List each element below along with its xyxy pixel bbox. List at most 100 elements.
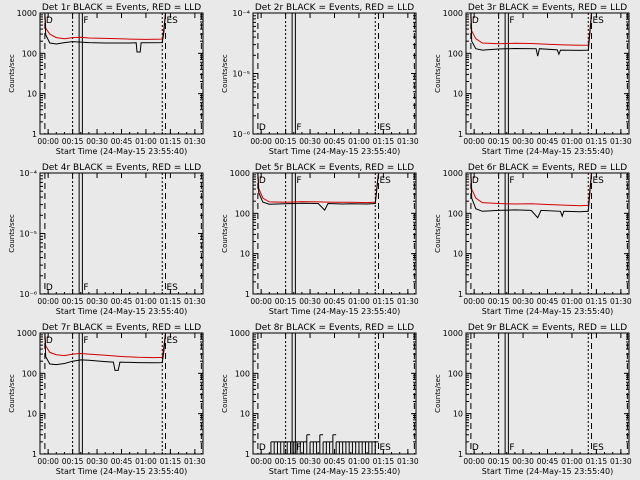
y-tick-label: 1000 [230, 169, 250, 178]
plot-frame [252, 172, 417, 295]
y-tick-label: 100 [448, 49, 463, 58]
x-tick-label: 00:00 [463, 457, 485, 466]
x-tick-label: 01:30 [397, 137, 419, 146]
x-tick-label: 00:45 [111, 457, 133, 466]
series-lld [470, 172, 592, 207]
y-tick-label: 100 [235, 209, 250, 218]
y-tick-label: 10 [240, 410, 250, 419]
x-tick-label: 00:45 [111, 137, 133, 146]
marker-label-f: F [509, 443, 514, 453]
marker-label-d: D [46, 336, 53, 346]
panel-det-7: Det 7r BLACK = Events, RED = LLD 1 10 100 10… [8, 323, 206, 476]
series-events [44, 332, 166, 371]
y-tick-label: 1000 [17, 9, 37, 18]
x-tick-label: 01:30 [184, 297, 206, 306]
panel-title: Det 3r BLACK = Events, RED = LLD [468, 3, 627, 13]
x-tick-label: 01:15 [373, 297, 395, 306]
marker-label-f: F [83, 16, 88, 26]
x-tick-label: 01:00 [348, 457, 370, 466]
marker-label-f: F [83, 336, 88, 346]
marker-label-f: F [509, 16, 514, 26]
marker-label-d: D [259, 176, 266, 186]
marker-label-es: ES [380, 123, 392, 133]
x-tick-label: 00:30 [86, 297, 108, 306]
panel-det-1: Det 1r BLACK = Events, RED = LLD 1 10 100 10… [8, 3, 206, 156]
x-tick-label: 00:30 [512, 457, 534, 466]
x-tick-label: 00:00 [250, 137, 272, 146]
plot-frame [465, 172, 630, 295]
marker-label-es: ES [167, 336, 179, 346]
panel-det-8: Det 8r BLACK = Events, RED = LLD 1 10 100 10… [221, 323, 419, 476]
x-tick-label: 00:45 [324, 297, 346, 306]
x-tick-label: 00:00 [463, 137, 485, 146]
x-tick-label: 01:00 [561, 137, 583, 146]
x-tick-label: 00:15 [488, 297, 510, 306]
y-tick-label: 1 [458, 130, 463, 139]
x-tick-label: 00:15 [62, 457, 84, 466]
y-tick-label: 10⁻⁴ [19, 169, 37, 178]
x-tick-label: 00:00 [250, 457, 272, 466]
plot-frame [465, 332, 630, 455]
marker-label-es: ES [380, 443, 392, 453]
series-events [257, 172, 379, 211]
x-tick-label: 01:00 [561, 297, 583, 306]
y-tick-label: 10 [453, 410, 463, 419]
x-tick-label: 01:30 [397, 297, 419, 306]
x-tick-label: 00:00 [250, 297, 272, 306]
panel-title: Det 8r BLACK = Events, RED = LLD [255, 323, 414, 333]
y-tick-label: 10⁻⁶ [19, 290, 37, 299]
x-tick-label: 00:00 [37, 457, 59, 466]
y-axis-label: Counts/sec [434, 214, 442, 253]
x-tick-label: 00:45 [537, 297, 559, 306]
x-tick-label: 00:30 [86, 457, 108, 466]
x-tick-label: 01:30 [610, 137, 632, 146]
y-tick-label: 10⁻⁴ [232, 9, 250, 18]
marker-label-d: D [259, 123, 266, 133]
x-tick-label: 01:15 [586, 137, 608, 146]
marker-label-d: D [472, 176, 479, 186]
panel-det-2: Det 2r BLACK = Events, RED = LLD 10⁻⁶ 10⁻⁵… [221, 3, 419, 156]
x-tick-label: 01:15 [586, 457, 608, 466]
x-axis-label: Start Time (24-May-15 23:55:40) [269, 147, 400, 156]
x-tick-label: 01:30 [610, 297, 632, 306]
plot-frame [39, 332, 204, 455]
x-tick-label: 01:00 [348, 297, 370, 306]
y-tick-label: 1000 [17, 329, 37, 338]
marker-label-es: ES [593, 443, 605, 453]
marker-label-es: ES [593, 16, 605, 26]
marker-label-d: D [472, 16, 479, 26]
x-tick-label: 01:30 [397, 457, 419, 466]
marker-label-d: D [259, 443, 266, 453]
x-tick-label: 01:30 [184, 137, 206, 146]
x-tick-label: 00:30 [299, 137, 321, 146]
x-axis-label: Start Time (24-May-15 23:55:40) [482, 467, 613, 476]
x-tick-label: 01:15 [373, 137, 395, 146]
x-tick-label: 00:15 [62, 297, 84, 306]
panel-title: Det 7r BLACK = Events, RED = LLD [42, 323, 201, 333]
y-tick-label: 1000 [230, 329, 250, 338]
x-tick-label: 00:30 [299, 457, 321, 466]
x-axis-label: Start Time (24-May-15 23:55:40) [56, 467, 187, 476]
x-tick-label: 00:30 [512, 297, 534, 306]
marker-label-d: D [46, 16, 53, 26]
marker-label-f: F [509, 176, 514, 186]
series-lld [257, 172, 379, 204]
y-tick-label: 10 [27, 410, 37, 419]
x-tick-label: 00:15 [275, 457, 297, 466]
x-axis-label: Start Time (24-May-15 23:55:40) [482, 147, 613, 156]
marker-label-f: F [83, 283, 88, 293]
x-tick-label: 00:00 [37, 297, 59, 306]
y-tick-label: 10 [240, 250, 250, 259]
panel-det-5: Det 5r BLACK = Events, RED = LLD 1 10 100 10… [221, 163, 419, 316]
panel-det-9: Det 9r BLACK = Events, RED = LLD 1 10 100 10… [434, 323, 632, 476]
y-tick-label: 100 [235, 369, 250, 378]
x-tick-label: 00:15 [488, 137, 510, 146]
y-tick-label: 1000 [443, 169, 463, 178]
y-axis-label: Counts/sec [8, 374, 16, 413]
marker-label-f: F [296, 443, 301, 453]
x-tick-label: 00:30 [86, 137, 108, 146]
panel-det-4: Det 4r BLACK = Events, RED = LLD 10⁻⁶ 10⁻⁵… [8, 163, 206, 316]
x-tick-label: 01:00 [348, 137, 370, 146]
panel-title: Det 2r BLACK = Events, RED = LLD [255, 3, 414, 13]
